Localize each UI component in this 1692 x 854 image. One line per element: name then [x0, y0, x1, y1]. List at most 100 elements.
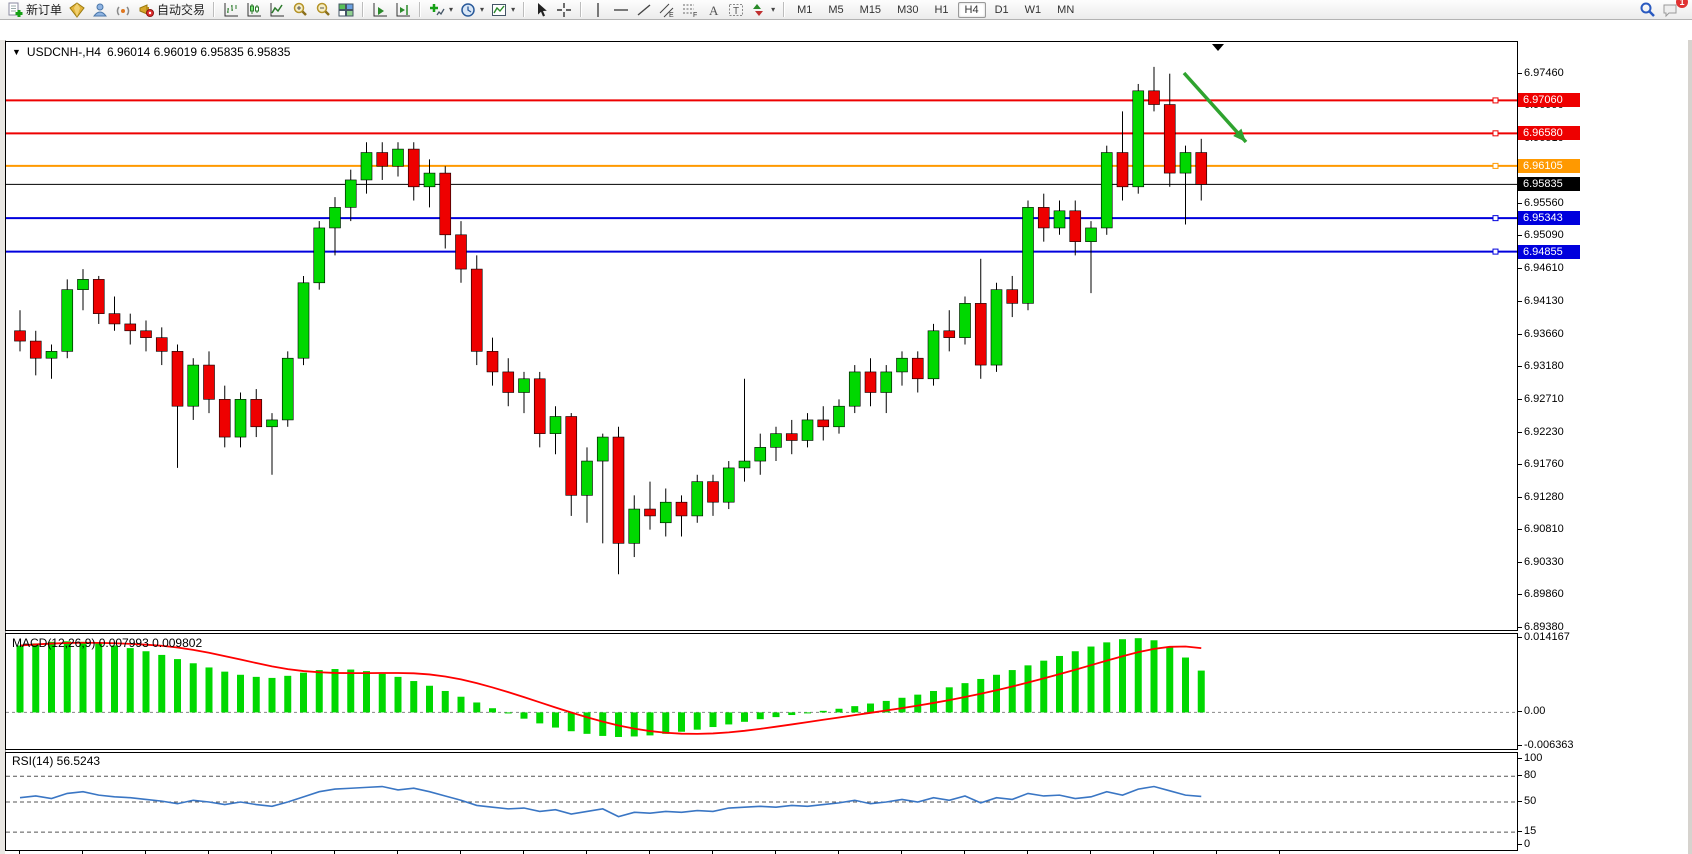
collapse-triangle-icon[interactable]: ▼ — [12, 47, 21, 57]
chevron-down-icon: ▾ — [771, 5, 776, 14]
price-tick-mark — [1518, 398, 1522, 400]
macd-histogram-bar — [520, 712, 528, 719]
hline-handle[interactable] — [1492, 215, 1499, 222]
toolbar-separator — [419, 2, 422, 17]
periods-button[interactable]: ▾ — [457, 1, 487, 19]
chart-title: ▼ USDCNH-,H4 6.96014 6.96019 6.95835 6.9… — [12, 45, 290, 59]
signals-button[interactable] — [112, 1, 134, 19]
tile-windows-button[interactable] — [335, 1, 357, 19]
macd-histogram-bar — [1182, 657, 1189, 713]
date-axis[interactable]: 26 Apr 202326 Apr 16:0027 Apr 08:0028 Ap… — [5, 851, 1518, 854]
candle-body — [1116, 152, 1129, 188]
candle-body — [1179, 152, 1192, 174]
date-tick-mark — [271, 851, 272, 854]
arrows-button[interactable]: ▾ — [748, 1, 778, 19]
timeframe-m30[interactable]: M30 — [897, 3, 919, 16]
horizontal-line-button[interactable] — [610, 1, 632, 19]
search-button[interactable] — [1636, 1, 1659, 19]
macd-tick-mark — [1518, 744, 1522, 746]
candle-body — [14, 330, 26, 342]
date-tick-mark — [82, 851, 83, 854]
channel-button[interactable]: E — [656, 1, 678, 19]
candle-body — [203, 364, 215, 400]
search-icon — [1640, 2, 1655, 17]
macd-tick-mark — [1518, 637, 1522, 639]
price-tick-mark — [1518, 431, 1522, 433]
hline-handle[interactable] — [1492, 248, 1499, 255]
candle-body — [911, 357, 924, 380]
macd-histogram-bar — [410, 681, 418, 713]
trendline-button[interactable] — [633, 1, 655, 19]
candle-body — [896, 357, 908, 373]
market-button[interactable] — [66, 1, 88, 19]
candlestick-chart-button[interactable] — [243, 1, 265, 19]
hline-handle[interactable] — [1492, 97, 1499, 104]
candle-body — [486, 351, 499, 373]
macd-histogram-bar — [930, 690, 937, 713]
notifications-button[interactable]: 1 — [1659, 0, 1688, 19]
timeframe-h1[interactable]: H1 — [934, 3, 949, 16]
text-label-button[interactable]: T — [725, 1, 747, 19]
toolbar-separator — [523, 2, 526, 17]
macd-histogram-bar — [378, 673, 386, 713]
price-chart-panel[interactable] — [5, 41, 1518, 631]
price-axis[interactable]: 6.974606.969906.965106.960406.955606.950… — [1518, 41, 1688, 854]
candle-body — [959, 303, 971, 338]
hline-handle[interactable] — [1492, 162, 1499, 169]
indicators-button[interactable]: ▾ — [426, 1, 456, 19]
timeframe-w1[interactable]: W1 — [1024, 3, 1042, 16]
macd-histogram-bar — [473, 702, 481, 713]
text-button[interactable]: A — [702, 1, 724, 19]
candle-body — [518, 378, 530, 393]
timeframe-m5[interactable]: M5 — [828, 3, 844, 16]
macd-tick-label: 0.00 — [1524, 705, 1546, 718]
templates-button[interactable]: ▾ — [488, 1, 518, 19]
hline-handle[interactable] — [1492, 130, 1499, 137]
macd-histogram-bar — [315, 670, 323, 713]
rsi-line — [19, 785, 1202, 818]
bar-chart-button[interactable] — [220, 1, 242, 19]
vertical-line-icon — [597, 2, 599, 17]
new-order-button[interactable]: 新订单 — [4, 1, 65, 19]
candle-body — [376, 152, 389, 167]
fibonacci-button[interactable]: F — [679, 1, 701, 19]
rsi-panel[interactable] — [5, 752, 1518, 851]
chart-shift-button[interactable] — [392, 1, 414, 19]
price-tick-label: 6.90810 — [1524, 522, 1564, 535]
timeframe-m1[interactable]: M1 — [797, 3, 813, 16]
macd-histogram-bar — [851, 706, 859, 713]
bar-chart-icon — [224, 2, 239, 16]
community-button[interactable] — [89, 1, 111, 19]
timeframe-mn[interactable]: MN — [1057, 3, 1075, 16]
trend-arrow-annotation[interactable] — [1182, 71, 1248, 144]
crosshair-button[interactable] — [553, 1, 575, 19]
price-tick-mark — [1518, 203, 1522, 205]
vertical-line-button[interactable] — [587, 1, 609, 19]
rsi-label: RSI(14) 56.5243 — [12, 754, 101, 768]
macd-histogram-bar — [599, 712, 607, 736]
price-tick-label: 6.97460 — [1524, 66, 1564, 79]
macd-histogram-bar — [32, 643, 40, 713]
candle-body — [171, 351, 184, 407]
zoom-out-button[interactable] — [312, 1, 334, 19]
macd-panel[interactable] — [5, 633, 1518, 750]
timeframe-d1[interactable]: D1 — [994, 3, 1009, 16]
price-tick-label: 6.92230 — [1524, 425, 1564, 438]
text-label-icon: T — [729, 3, 744, 17]
macd-histogram-bar — [756, 712, 764, 720]
channel-icon: E — [659, 3, 674, 18]
line-chart-button[interactable] — [266, 1, 288, 19]
top-triangle-marker — [1212, 44, 1224, 51]
cursor-button[interactable] — [530, 1, 552, 19]
timeframe-h4[interactable]: H4 — [957, 1, 986, 18]
zoom-in-button[interactable] — [289, 1, 311, 19]
auto-scroll-button[interactable] — [369, 1, 391, 19]
candle-body — [628, 508, 641, 544]
chevron-down-icon: ▾ — [449, 5, 454, 14]
timeframe-m15[interactable]: M15 — [859, 3, 882, 16]
macd-histogram-bar — [725, 712, 733, 725]
date-tick-mark — [1153, 851, 1154, 854]
autotrading-button[interactable]: 自动交易 — [135, 1, 208, 19]
date-tick-mark — [964, 851, 965, 854]
macd-histogram-bar — [1134, 638, 1142, 713]
